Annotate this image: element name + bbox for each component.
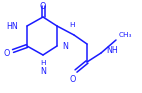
Text: O: O [40, 2, 46, 11]
Text: HN: HN [6, 21, 18, 31]
Text: N: N [40, 67, 46, 76]
Text: O: O [4, 49, 10, 57]
Text: H: H [40, 60, 46, 66]
Text: NH: NH [106, 45, 118, 54]
Text: O: O [70, 75, 76, 84]
Text: H: H [69, 22, 75, 28]
Text: CH₃: CH₃ [119, 32, 132, 38]
Text: N: N [62, 41, 68, 50]
